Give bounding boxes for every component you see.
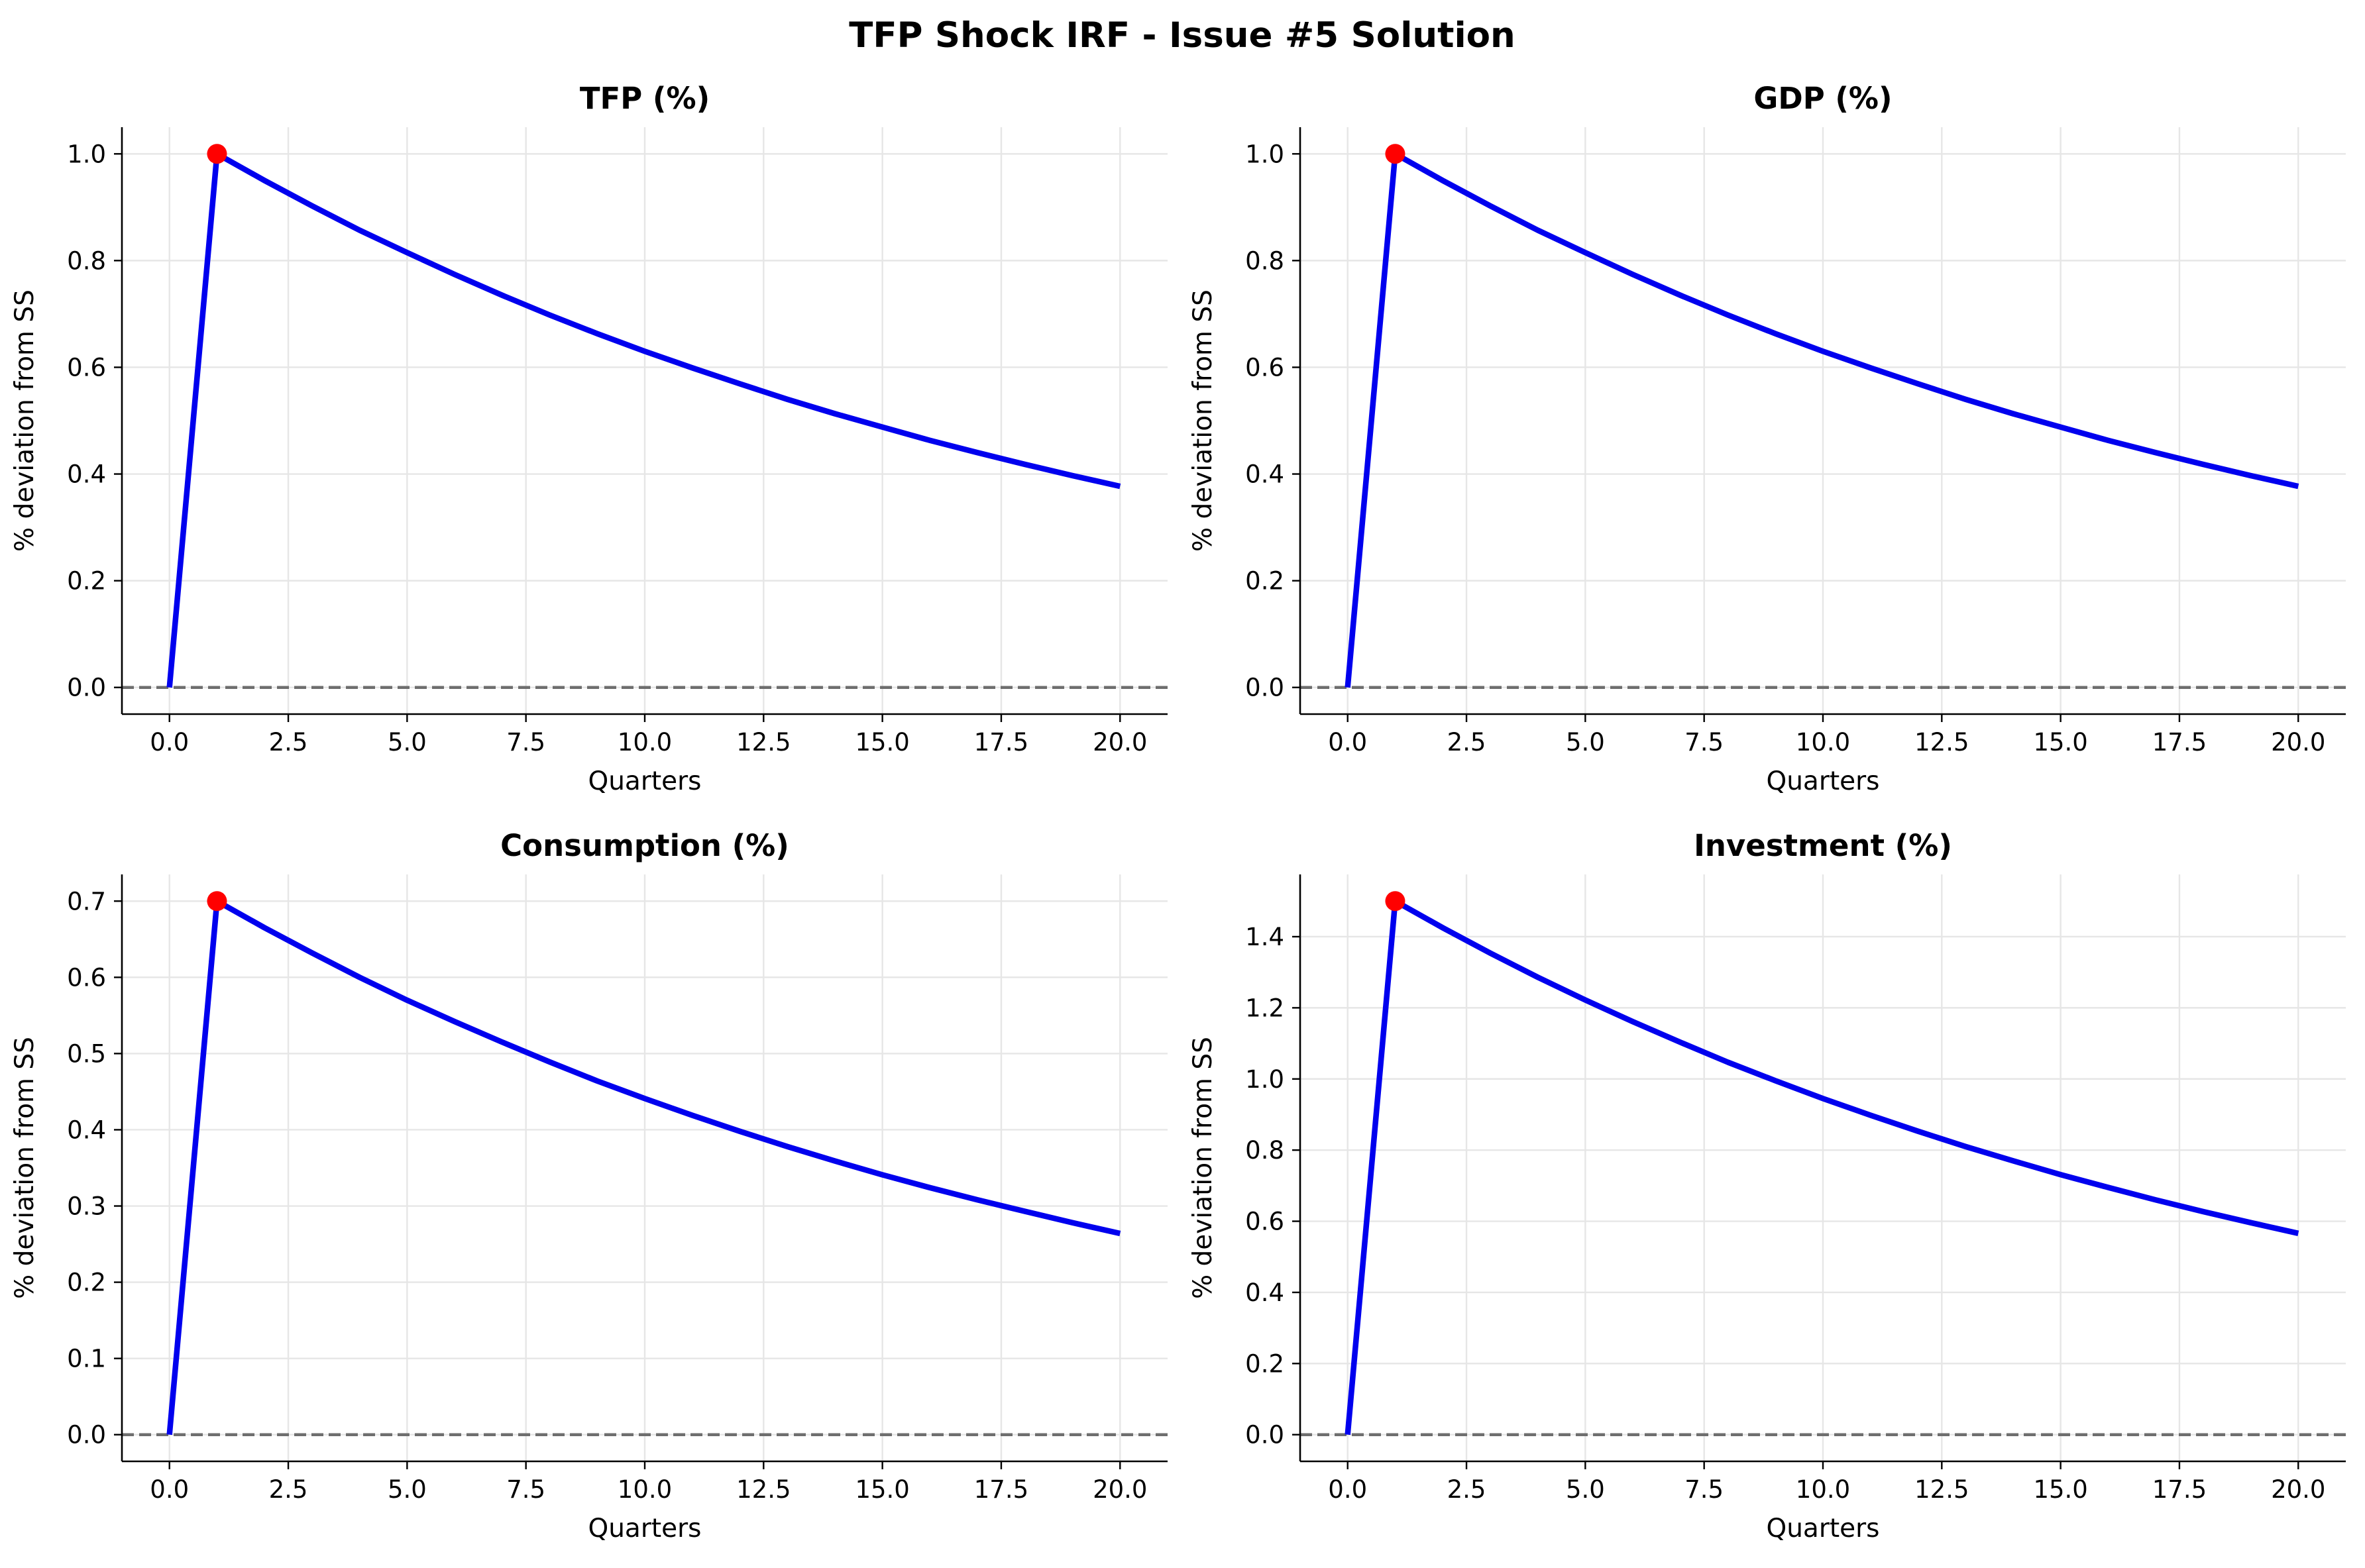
y-tick-label: 0.1 — [67, 1345, 106, 1373]
y-tick-label: 0.8 — [1245, 1136, 1284, 1165]
x-tick-label: 7.5 — [506, 728, 545, 757]
peak-marker — [1385, 144, 1405, 164]
panel-tfp: 0.0 2.5 5.0 7.5 10.0 12.5 15.0 17.5 20.0 0.0 0.2 0.… — [10, 81, 1168, 796]
x-tick-label: 10.0 — [618, 728, 672, 757]
x-axis-label: Quarters — [1767, 1514, 1880, 1543]
x-tick-label: 2.5 — [1447, 1475, 1486, 1504]
y-tick-label: 0.4 — [67, 1116, 106, 1144]
y-tick-label: 0.6 — [67, 353, 106, 382]
series-line — [1345, 898, 2299, 1436]
series-line — [166, 151, 1121, 688]
panels: 0.0 2.5 5.0 7.5 10.0 12.5 15.0 17.5 20.00.00.20.… — [10, 81, 2346, 1543]
y-tick-label: 0.4 — [67, 460, 106, 489]
panel-gdp: 0.0 2.5 5.0 7.5 10.0 12.5 15.0 17.5 20.0 0.0 0.2 0.… — [1188, 81, 2346, 796]
y-tick-label: 0.2 — [1245, 1349, 1284, 1378]
x-tick-label: 15.0 — [2033, 1475, 2087, 1504]
x-tick-label: 2.5 — [269, 728, 308, 757]
series-line — [1345, 151, 2299, 688]
y-tick-label: 0.8 — [1245, 246, 1284, 275]
y-tick-label: 0.6 — [67, 963, 106, 992]
x-tick-label: 20.0 — [1093, 728, 1147, 757]
x-tick-label: 7.5 — [506, 1475, 545, 1504]
x-tick-label: 10.0 — [618, 1475, 672, 1504]
y-tick-label: 1.0 — [67, 140, 106, 168]
x-tick-label: 17.5 — [2152, 1475, 2207, 1504]
x-tick-label: 17.5 — [2152, 728, 2207, 757]
x-tick-label: 2.5 — [269, 1475, 308, 1504]
x-tick-label: 15.0 — [855, 728, 909, 757]
y-tick-label: 0.8 — [67, 246, 106, 275]
peak-marker — [207, 891, 227, 912]
y-tick-label: 0.6 — [1245, 1208, 1284, 1236]
x-tick-label: 7.5 — [1684, 1475, 1724, 1504]
x-tick-label: 17.5 — [974, 728, 1028, 757]
y-tick-label: 1.4 — [1245, 923, 1284, 951]
x-tick-label: 12.5 — [1914, 1475, 1969, 1504]
y-tick-label: 0.2 — [1245, 567, 1284, 596]
y-tick-label: 0.0 — [1245, 674, 1284, 702]
x-tick-label: 20.0 — [1093, 1475, 1147, 1504]
x-tick-label: 10.0 — [1796, 728, 1850, 757]
x-axis-label: Quarters — [1767, 766, 1880, 796]
x-tick-label: 5.0 — [388, 1475, 427, 1504]
panel-title: Investment (%) — [1694, 828, 1952, 863]
y-tick-label: 0.6 — [1245, 353, 1284, 382]
y-tick-label: 0.7 — [67, 887, 106, 915]
y-tick-label: 0.0 — [1245, 1421, 1284, 1449]
x-tick-label: 0.0 — [1328, 1475, 1367, 1504]
x-tick-label: 20.0 — [2271, 1475, 2325, 1504]
x-tick-label: 17.5 — [974, 1475, 1028, 1504]
panel-consumption: 0.0 2.5 5.0 7.5 10.0 12.5 15.0 17.5 20.0 0.0 0.1 0.… — [10, 828, 1168, 1543]
x-tick-label: 0.0 — [150, 728, 189, 757]
y-tick-label: 1.0 — [1245, 140, 1284, 168]
x-tick-label: 5.0 — [1566, 728, 1605, 757]
panel-investment: 0.0 2.5 5.0 7.5 10.0 12.5 15.0 17.5 20.0 0.0 0.2 0.… — [1188, 828, 2346, 1543]
x-axis-label: Quarters — [588, 1514, 702, 1543]
x-tick-label: 5.0 — [388, 728, 427, 757]
y-axis-label: % deviation from SS — [10, 289, 40, 552]
y-tick-label: 0.2 — [67, 567, 106, 596]
panel-title: GDP (%) — [1753, 81, 1892, 116]
x-tick-label: 12.5 — [736, 728, 791, 757]
y-tick-label: 0.5 — [67, 1039, 106, 1068]
y-tick-label: 0.0 — [67, 1421, 106, 1449]
panel-title: TFP (%) — [580, 81, 710, 116]
y-axis-label: % deviation from SS — [1188, 289, 1218, 552]
x-tick-label: 15.0 — [2033, 728, 2087, 757]
y-axis-label: % deviation from SS — [10, 1037, 40, 1299]
x-tick-label: 10.0 — [1796, 1475, 1850, 1504]
x-tick-label: 2.5 — [1447, 728, 1486, 757]
y-tick-label: 0.3 — [67, 1192, 106, 1221]
x-tick-label: 12.5 — [1914, 728, 1969, 757]
y-tick-label: 1.2 — [1245, 994, 1284, 1022]
x-tick-label: 15.0 — [855, 1475, 909, 1504]
x-tick-label: 5.0 — [1566, 1475, 1605, 1504]
peak-marker — [207, 144, 227, 164]
x-axis-label: Quarters — [588, 766, 702, 796]
x-tick-label: 0.0 — [1328, 728, 1367, 757]
series-line — [166, 898, 1121, 1436]
y-tick-label: 0.2 — [67, 1269, 106, 1297]
y-tick-label: 0.0 — [67, 674, 106, 702]
x-tick-label: 12.5 — [736, 1475, 791, 1504]
x-tick-label: 20.0 — [2271, 728, 2325, 757]
panel-title: Consumption (%) — [500, 828, 789, 863]
y-tick-label: 0.4 — [1245, 460, 1284, 489]
x-tick-label: 0.0 — [150, 1475, 189, 1504]
x-tick-label: 7.5 — [1684, 728, 1724, 757]
y-axis-label: % deviation from SS — [1188, 1037, 1218, 1299]
y-tick-label: 1.0 — [1245, 1065, 1284, 1094]
y-tick-label: 0.4 — [1245, 1279, 1284, 1307]
figure-title: TFP Shock IRF - Issue #5 Solution — [849, 15, 1515, 56]
peak-marker — [1385, 891, 1405, 912]
